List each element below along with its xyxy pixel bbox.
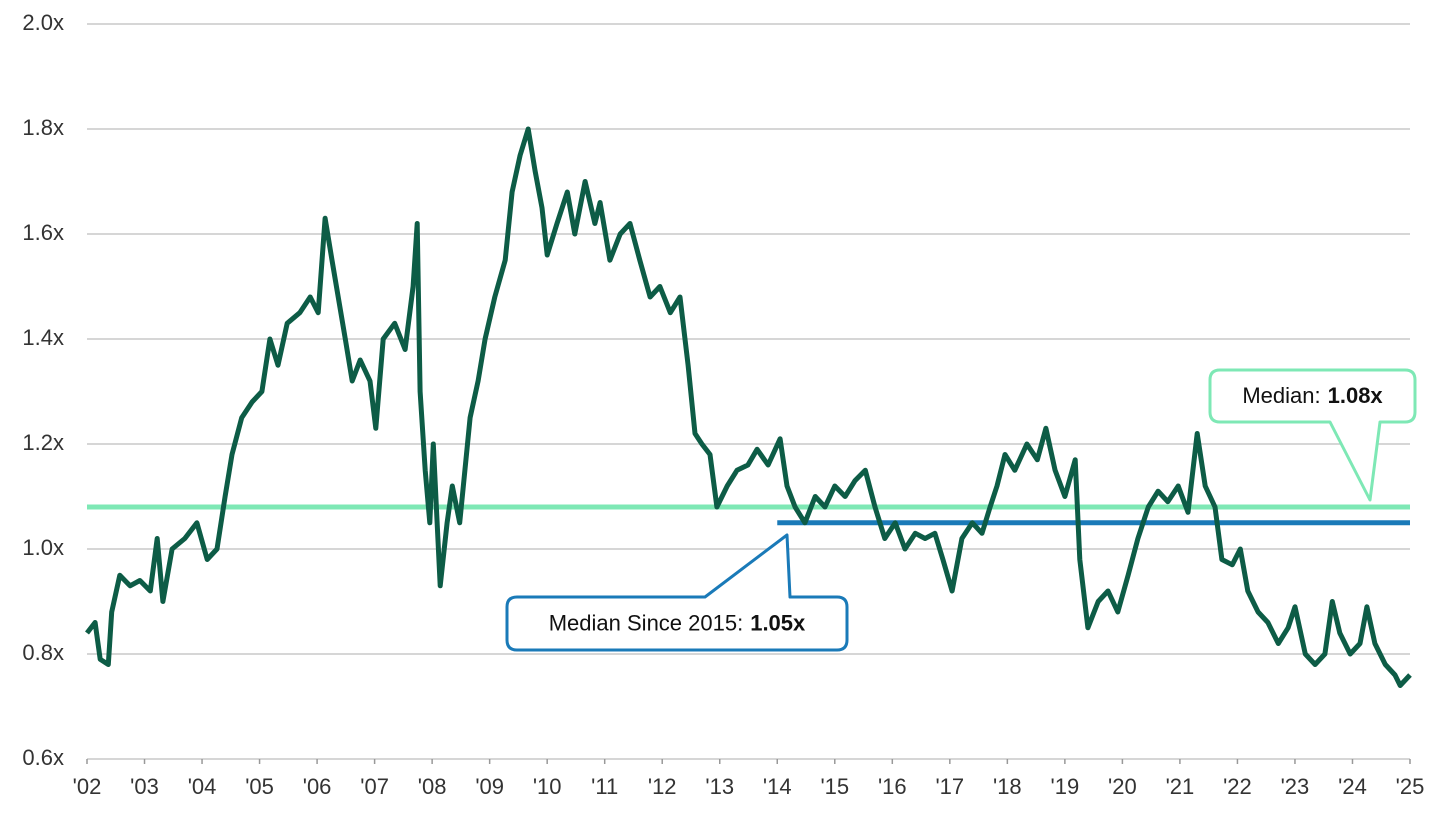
callout-label: Median:	[1242, 383, 1320, 408]
x-tick-label: '13	[705, 774, 734, 799]
callout-label: Median Since 2015:	[549, 610, 743, 635]
x-tick-label: '24	[1338, 774, 1367, 799]
x-tick-label: '02	[73, 774, 102, 799]
y-tick-label: 1.2x	[22, 430, 64, 455]
x-tick-label: '07	[360, 774, 389, 799]
x-tick-label: '19	[1051, 774, 1080, 799]
y-tick-label: 0.6x	[22, 745, 64, 770]
x-tick-label: '25	[1396, 774, 1425, 799]
x-tick-label: '10	[533, 774, 562, 799]
y-tick-label: 2.0x	[22, 10, 64, 35]
x-tick-label: '09	[475, 774, 504, 799]
x-tick-label: '04	[188, 774, 217, 799]
y-tick-label: 1.8x	[22, 115, 64, 140]
callout-box	[505, 533, 849, 652]
x-tick-label: '18	[993, 774, 1022, 799]
x-tick-label: '06	[303, 774, 332, 799]
y-tick-label: 1.6x	[22, 220, 64, 245]
x-tick-label: '17	[935, 774, 964, 799]
y-tick-label: 0.8x	[22, 640, 64, 665]
x-tick-label: '22	[1223, 774, 1252, 799]
x-tick-label: '12	[648, 774, 677, 799]
x-tick-label: '11	[591, 774, 618, 799]
callout-value: 1.05x	[750, 610, 806, 635]
x-tick-label: '08	[418, 774, 447, 799]
x-tick-label: '03	[130, 774, 159, 799]
x-tick-label: '20	[1108, 774, 1137, 799]
y-tick-label: 1.4x	[22, 325, 64, 350]
callout-text: Median Since 2015: 1.05x	[549, 610, 806, 635]
x-tick-label: '05	[245, 774, 274, 799]
callout-value: 1.08x	[1328, 383, 1384, 408]
data-line	[85, 126, 1412, 688]
callout-box	[1208, 368, 1417, 502]
x-tick-label: '21	[1166, 774, 1195, 799]
x-tick-label: '14	[763, 774, 792, 799]
callout-text: Median: 1.08x	[1242, 383, 1383, 408]
y-tick-label: 1.0x	[22, 535, 64, 560]
x-tick-label: '16	[878, 774, 907, 799]
x-tick-label: '23	[1281, 774, 1310, 799]
x-tick-label: '15	[820, 774, 849, 799]
